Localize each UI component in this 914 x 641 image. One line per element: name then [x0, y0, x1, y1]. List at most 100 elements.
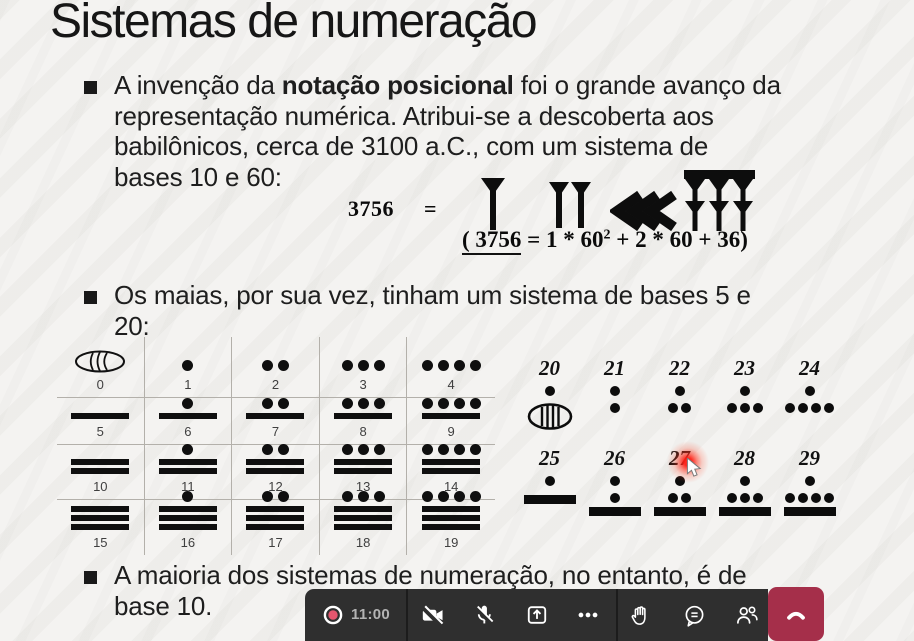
maya-cell-label: 4 — [447, 377, 455, 392]
maya-glyph — [608, 386, 621, 415]
maya-cell-28: 28 — [712, 446, 777, 536]
maya-twenty-dot — [804, 476, 815, 486]
maya-dots — [180, 360, 196, 371]
camera-off-button[interactable] — [413, 595, 453, 635]
formula-equals: = — [424, 196, 438, 221]
raise-hand-icon — [631, 605, 646, 625]
maya-cell-label: 17 — [268, 535, 283, 550]
maya-cell-6: 6 — [144, 398, 233, 445]
maya-cell-10: 10 — [57, 445, 145, 500]
maya-bar — [158, 523, 217, 530]
maya-cell-label: 14 — [443, 479, 459, 494]
maya-cell-label: 29 — [799, 446, 820, 470]
maya-cell-label: 20 — [539, 356, 560, 380]
maya-bar — [422, 412, 481, 419]
maya-bar — [246, 523, 305, 530]
bullet2-text: Os maias, por sua vez, tinham um sistema… — [114, 280, 751, 341]
maya-cell-3: 3 — [319, 337, 408, 398]
maya-glyph — [71, 500, 130, 533]
maya-bar — [422, 523, 481, 530]
maya-bar — [158, 467, 217, 474]
maya-glyph — [74, 337, 126, 375]
bullet1-text: A invenção da notação posicional foi o g… — [114, 70, 781, 192]
mic-off-button[interactable] — [464, 595, 504, 635]
maya-dots — [419, 398, 483, 409]
maya-dots — [339, 491, 387, 502]
maya-cell-label: 6 — [184, 424, 192, 439]
share-screen-icon — [527, 606, 547, 624]
maya-dots — [339, 444, 387, 455]
maya-cell-label: 24 — [799, 356, 820, 380]
maya-glyph — [588, 476, 641, 516]
maya-glyph — [527, 386, 573, 435]
maya-dots — [259, 491, 291, 502]
maya-glyph — [334, 398, 393, 422]
maya-dots — [339, 398, 387, 409]
maya-glyph — [180, 337, 196, 375]
maya-bar — [783, 507, 836, 516]
maya-cell-label: 23 — [734, 356, 755, 380]
maya-bar — [422, 467, 481, 474]
maya-cell-1: 1 — [144, 337, 233, 398]
maya-dots — [180, 491, 196, 502]
share-screen-button[interactable] — [517, 595, 557, 635]
bullet2-line2: 20: — [114, 310, 150, 341]
raise-hand-button[interactable] — [620, 595, 660, 635]
maya-cell-20: 20 — [517, 356, 582, 446]
maya-cell-label: 10 — [93, 479, 108, 494]
maya-cell-label: 0 — [96, 377, 104, 392]
chat-button[interactable] — [674, 595, 714, 635]
maya-glyph — [725, 386, 764, 415]
maya-cell-14: 14 — [407, 444, 495, 500]
maya-dots — [259, 360, 291, 371]
maya-cell-19: 19 — [407, 491, 495, 555]
camera-off-icon — [421, 605, 444, 627]
maya-glyph — [653, 476, 706, 516]
maya-bar — [334, 458, 393, 465]
maya-bar — [158, 514, 217, 521]
formula-lhs: 3756 — [348, 196, 394, 221]
maya-bar — [334, 412, 393, 419]
maya-bar — [71, 514, 130, 521]
maya-glyph — [334, 491, 393, 533]
bullet-square — [84, 571, 97, 584]
maya-twenty-dot — [804, 386, 815, 396]
maya-cell-23: 23 — [712, 356, 777, 446]
maya-cell-2: 2 — [232, 337, 320, 398]
maya-bar — [422, 458, 481, 465]
maya-cell-18: 18 — [320, 491, 408, 555]
maya-glyph — [71, 445, 130, 477]
toolbar-divider — [616, 589, 618, 641]
more-options-button[interactable] — [568, 595, 608, 635]
maya-cell-label: 21 — [604, 356, 625, 380]
maya-twenty-dot — [609, 386, 620, 396]
maya-cell-5: 5 — [57, 398, 145, 445]
mic-off-icon — [474, 605, 494, 625]
cuneiform-two-wedges-icon — [549, 182, 591, 228]
maya-cell-4: 4 — [407, 337, 495, 398]
people-button[interactable] — [727, 595, 767, 635]
maya-glyph — [667, 386, 693, 415]
maya-bar — [334, 505, 393, 512]
maya-cell-label: 13 — [355, 479, 371, 494]
bold-phrase: notação posicional — [281, 70, 514, 100]
maya-cell-label: 26 — [604, 446, 625, 470]
maya-cell-label: 22 — [669, 356, 690, 380]
slide-title: Sistemas de numeração — [50, 0, 538, 48]
maya-glyph — [246, 398, 305, 422]
maya-bar — [653, 507, 706, 516]
maya-glyph — [246, 444, 305, 477]
hangup-button[interactable] — [768, 587, 824, 641]
maya-cell-8: 8 — [319, 398, 408, 445]
maya-dots — [784, 493, 836, 503]
maya-twenty-dot — [674, 476, 685, 486]
maya-glyph — [419, 491, 483, 533]
maya-cell-0: 0 — [57, 337, 145, 398]
formula-explanation: ( 3756 = 1 * 602 + 2 * 60 + 36) — [462, 227, 748, 255]
hangup-icon — [787, 611, 805, 620]
maya-cell-9: 9 — [407, 398, 495, 445]
bullet-square — [84, 291, 97, 304]
maya-cell-16: 16 — [145, 491, 233, 555]
maya-dots — [784, 403, 836, 413]
maya-glyph — [246, 491, 305, 533]
